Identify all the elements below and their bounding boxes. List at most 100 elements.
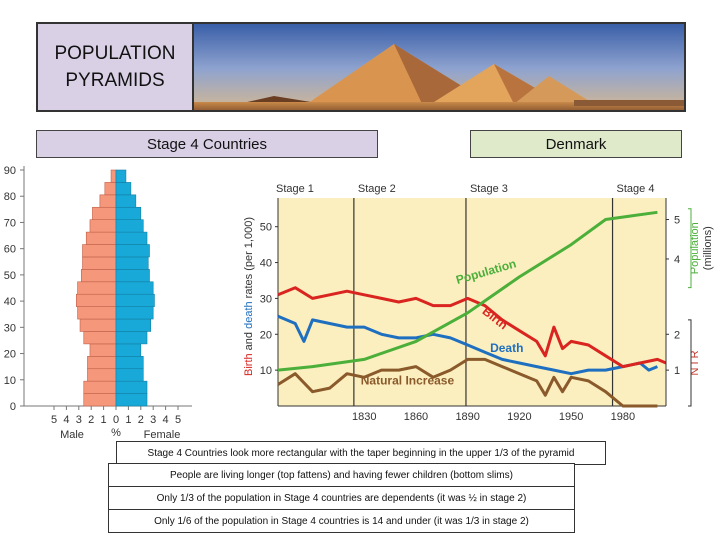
stage-label: Stage 4 Countries <box>36 130 378 158</box>
pyramid-age-tick-label: 80 <box>4 191 16 203</box>
pyramid-x-tick-label: 2 <box>138 414 144 426</box>
birth-rate-line <box>277 286 667 369</box>
transition-right-tick-label: 5 <box>674 215 680 227</box>
pyramid-male-bar <box>83 380 117 394</box>
pyramid-female-bar <box>115 343 142 357</box>
pyramid-male-bar <box>82 244 117 258</box>
pyramid-female-bar <box>115 256 149 270</box>
note-children: Only 1/6 of the population in Stage 4 co… <box>108 509 575 533</box>
pyramid-age-tick-label: 50 <box>4 270 16 282</box>
transition-x-tick-label: 1830 <box>352 411 376 420</box>
pyramid-female-bar <box>115 231 148 245</box>
pyramid-age-tick-label: 20 <box>4 349 16 361</box>
pyramid-female-bar <box>115 169 127 183</box>
right-axis-label-bottom: (millions) <box>702 226 714 270</box>
pyramid-age-tick-label: 30 <box>4 322 16 334</box>
transition-y-axis-label-part: Birth <box>243 353 255 376</box>
note-dependents: Only 1/3 of the population in Stage 4 co… <box>108 486 575 510</box>
transition-y-axis-label-part: death <box>243 301 255 329</box>
pyramid-female-bar <box>115 269 150 283</box>
nir-label: N I R <box>689 350 701 375</box>
pyramid-female-bar <box>115 219 144 233</box>
pyramid-female-bar <box>115 318 152 332</box>
transition-y-axis-label-part: rates (per 1,000) <box>243 217 255 301</box>
pyramid-x-tick-label: 3 <box>150 414 156 426</box>
transition-y-tick-label: 50 <box>260 222 272 234</box>
transition-right-tick-label: 4 <box>674 254 680 266</box>
demographic-transition-chart: Stage 1 Stage 2 Stage 3 Stage 4 10 20 30 40 50 Bi… <box>243 183 714 420</box>
pyramid-percent-label: % <box>111 427 121 439</box>
pyramid-x-tick-label: 2 <box>88 414 94 426</box>
pyramid-female-bar <box>115 206 142 220</box>
pyramid-age-tick-label: 90 <box>4 165 16 177</box>
pyramid-male-bar <box>104 182 117 196</box>
pyramid-age-tick-label: 0 <box>10 401 16 413</box>
pyramid-female-bar <box>115 194 137 208</box>
pyramid-male-bar <box>92 206 117 220</box>
pyramid-x-tick-label: 0 <box>113 414 119 426</box>
stage-label: Stage 3 <box>470 183 508 195</box>
pyramids-photo <box>192 22 686 112</box>
transition-y-axis-label-part: and <box>243 329 255 353</box>
pyramid-female-bar <box>115 331 148 345</box>
transition-y-tick-label: 30 <box>260 293 272 305</box>
pyramid-male-bar <box>110 169 117 183</box>
transition-x-tick-label: 1980 <box>611 411 635 420</box>
transition-x-tick-label: 1890 <box>455 411 479 420</box>
transition-y-tick-label: 40 <box>260 258 272 270</box>
right-axis-label-top: Population <box>689 222 701 274</box>
pyramid-x-tick-label: 4 <box>163 414 169 426</box>
transition-x-tick-label: 1860 <box>404 411 428 420</box>
pyramid-x-tick-label: 5 <box>175 414 181 426</box>
pyramid-male-bar <box>89 343 117 357</box>
transition-x-tick-label: 1950 <box>559 411 583 420</box>
nir-bracket <box>688 319 692 407</box>
pyramid-age-tick-label: 10 <box>4 375 16 387</box>
stage-label: Stage 2 <box>358 183 396 195</box>
pyramid-male-bar <box>83 393 117 407</box>
pyramid-age-tick-label: 70 <box>4 217 16 229</box>
transition-y-tick-label: 20 <box>260 329 272 341</box>
natural-increase-curve-label: Natural Increase <box>361 373 455 387</box>
note-shape: Stage 4 Countries look more rectangular … <box>116 441 606 465</box>
pyramid-x-tick-label: 1 <box>101 414 107 426</box>
pyramid-male-label: Male <box>60 429 84 441</box>
pyramid-male-bar <box>87 368 117 382</box>
pyramid-female-bar <box>115 380 148 394</box>
pyramid-male-bar <box>85 231 117 245</box>
pyramid-male-bar <box>77 306 117 320</box>
slide-title: POPULATION PYRAMIDS <box>36 22 194 112</box>
death-curve-label: Death <box>490 341 523 355</box>
pyramid-x-tick-label: 3 <box>76 414 82 426</box>
pyramid-female-bar <box>115 393 148 407</box>
pyramid-male-bar <box>99 194 117 208</box>
natural-increase-line <box>277 357 658 408</box>
transition-right-tick-label: 2 <box>674 329 680 341</box>
pyramid-x-tick-label: 5 <box>51 414 57 426</box>
pyramid-age-tick-label: 60 <box>4 244 16 256</box>
transition-y-tick-label: 10 <box>260 365 272 377</box>
pyramid-x-tick-label: 4 <box>63 414 69 426</box>
pyramid-x-tick-label: 1 <box>125 414 131 426</box>
pyramid-female-bar <box>115 293 155 307</box>
note-aging: People are living longer (top fattens) a… <box>108 463 575 487</box>
transition-x-tick-label: 1920 <box>507 411 531 420</box>
pyramid-female-label: Female <box>144 429 181 441</box>
stage-label: Stage 1 <box>276 183 314 195</box>
pyramid-female-bar <box>115 244 150 258</box>
transition-plot-background <box>278 198 666 406</box>
pyramid-male-bar <box>80 269 117 283</box>
right-axis-label-population: Population(millions) <box>689 222 714 274</box>
stage-label: Stage 4 <box>617 183 655 195</box>
pyramid-female-bar <box>115 306 154 320</box>
country-label: Denmark <box>470 130 682 158</box>
pyramid-male-bar <box>83 331 117 345</box>
death-rate-line <box>277 314 658 376</box>
pyramid-male-bar <box>79 318 117 332</box>
population-bracket <box>688 208 692 289</box>
pyramid-male-bar <box>82 256 117 270</box>
pyramid-male-bar <box>76 293 117 307</box>
population-line <box>277 210 658 372</box>
pyramids-photo-art <box>194 24 684 110</box>
